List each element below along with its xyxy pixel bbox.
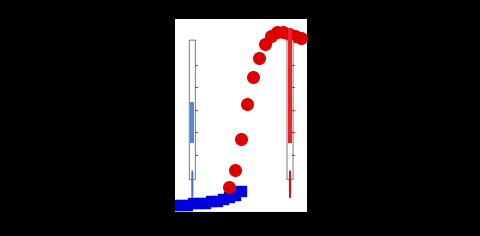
Point: [202, 201, 209, 205]
Point: [261, 42, 269, 46]
Point: [250, 75, 257, 79]
Point: [171, 203, 179, 206]
Point: [297, 36, 305, 40]
Point: [231, 168, 239, 172]
Point: [237, 137, 245, 141]
Point: [291, 34, 299, 38]
FancyBboxPatch shape: [287, 40, 293, 180]
Point: [255, 56, 263, 59]
Point: [207, 199, 215, 203]
Point: [219, 197, 227, 201]
Point: [226, 195, 233, 199]
Point: [226, 185, 233, 189]
Point: [213, 199, 221, 203]
Point: [189, 201, 197, 205]
Point: [231, 193, 239, 197]
Point: [267, 34, 275, 38]
Circle shape: [289, 171, 290, 198]
Point: [237, 189, 245, 193]
Bar: [288, 28, 292, 143]
Point: [274, 30, 281, 34]
Point: [285, 33, 293, 36]
FancyBboxPatch shape: [189, 40, 195, 180]
Point: [183, 203, 191, 206]
Circle shape: [192, 171, 193, 198]
Point: [195, 201, 203, 205]
Point: [243, 102, 251, 106]
Bar: [191, 102, 194, 143]
Point: [279, 30, 287, 34]
Point: [177, 203, 185, 206]
